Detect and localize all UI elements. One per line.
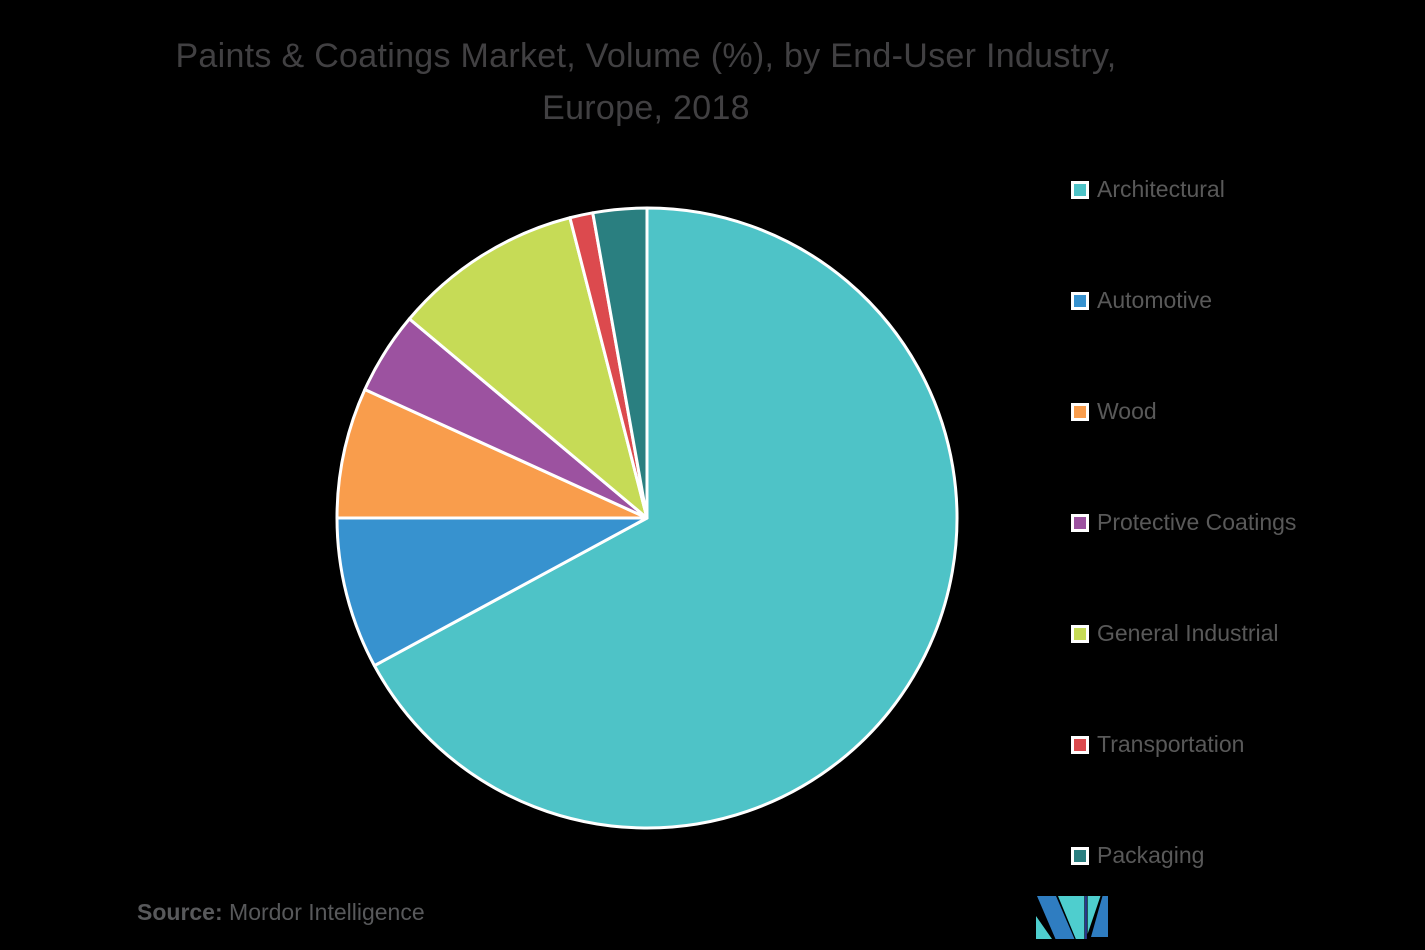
legend-label-automotive: Automotive (1097, 287, 1213, 313)
source-text: Mordor Intelligence (229, 899, 425, 925)
legend-label-wood: Wood (1097, 398, 1157, 424)
legend-swatch-automotive (1071, 291, 1089, 310)
legend-item-general-industrial: General Industrial (1071, 620, 1296, 647)
chart-title: Paints & Coatings Market, Volume (%), by… (0, 30, 1292, 134)
source-label: Source: (137, 899, 223, 925)
pie-slice-wood (335, 388, 649, 520)
legend-label-architectural: Architectural (1097, 176, 1225, 202)
legend-item-architectural: Architectural (1071, 176, 1296, 203)
chart-title-line2: Europe, 2018 (542, 89, 750, 127)
pie-slice-general-industrial (407, 216, 649, 520)
mordor-intelligence-logo (1036, 896, 1108, 939)
legend-item-packaging: Packaging (1071, 842, 1296, 869)
legend-item-protective-coatings: Protective Coatings (1071, 509, 1296, 536)
legend-swatch-packaging (1071, 846, 1089, 865)
legend-label-protective-coatings: Protective Coatings (1097, 509, 1297, 535)
legend-swatch-architectural (1071, 180, 1089, 199)
legend-label-transportation: Transportation (1097, 731, 1245, 757)
legend-label-general-industrial: General Industrial (1097, 620, 1279, 646)
legend-swatch-transportation (1071, 735, 1089, 754)
source-line: Source: Mordor Intelligence (137, 899, 425, 926)
legend-item-transportation: Transportation (1071, 731, 1296, 758)
legend-swatch-wood (1071, 402, 1089, 421)
pie-slice-architectural (372, 206, 959, 830)
pie-chart-svg (335, 206, 959, 830)
logo-left-teal-shape (1036, 916, 1052, 939)
logo-right-blue-triangle (1091, 896, 1108, 937)
legend-swatch-general-industrial (1071, 624, 1089, 643)
legend-item-automotive: Automotive (1071, 287, 1296, 314)
legend-item-wood: Wood (1071, 398, 1296, 425)
pie-slice-packaging (591, 206, 649, 520)
logo-navy-bar (1084, 896, 1087, 939)
logo-middle-teal-shape (1058, 896, 1085, 939)
legend-swatch-protective-coatings (1071, 513, 1089, 532)
legend-label-packaging: Packaging (1097, 842, 1205, 868)
chart-title-line1: Paints & Coatings Market, Volume (%), by… (175, 37, 1117, 75)
legend: Architectural Automotive Wood Protective… (1071, 176, 1296, 869)
pie-chart (334, 205, 960, 831)
logo-blue-diagonal-shape (1037, 896, 1075, 939)
pie-slice-automotive (335, 516, 649, 668)
